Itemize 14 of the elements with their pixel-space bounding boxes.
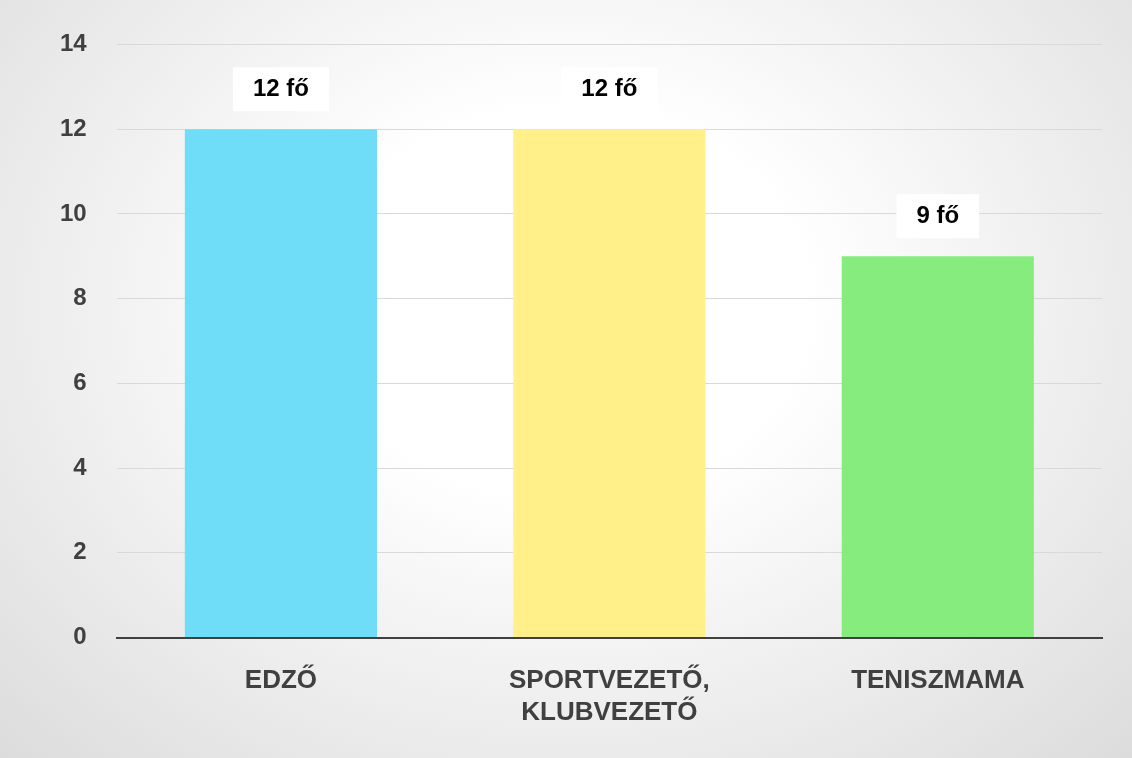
data-label: 12 fő (252, 73, 309, 101)
x-tick-label: TENISZMAMA (851, 664, 1025, 695)
y-tick-label: 12 (59, 113, 87, 141)
y-tick-label: 14 (59, 29, 88, 57)
x-tick-label: SPORTVEZETŐ, KLUBVEZETŐ (508, 664, 710, 726)
y-tick-label: 8 (73, 283, 87, 311)
y-tick-label: 6 (73, 368, 87, 395)
y-tick-label: 4 (73, 452, 88, 480)
x-tick-label: EDZŐ (244, 664, 318, 695)
data-label: 12 fő (581, 73, 638, 101)
data-label: 9 fő (916, 200, 960, 228)
y-tick-label: 0 (73, 622, 87, 650)
y-tick-label: 10 (59, 198, 87, 226)
y-tick-label: 2 (73, 537, 87, 565)
